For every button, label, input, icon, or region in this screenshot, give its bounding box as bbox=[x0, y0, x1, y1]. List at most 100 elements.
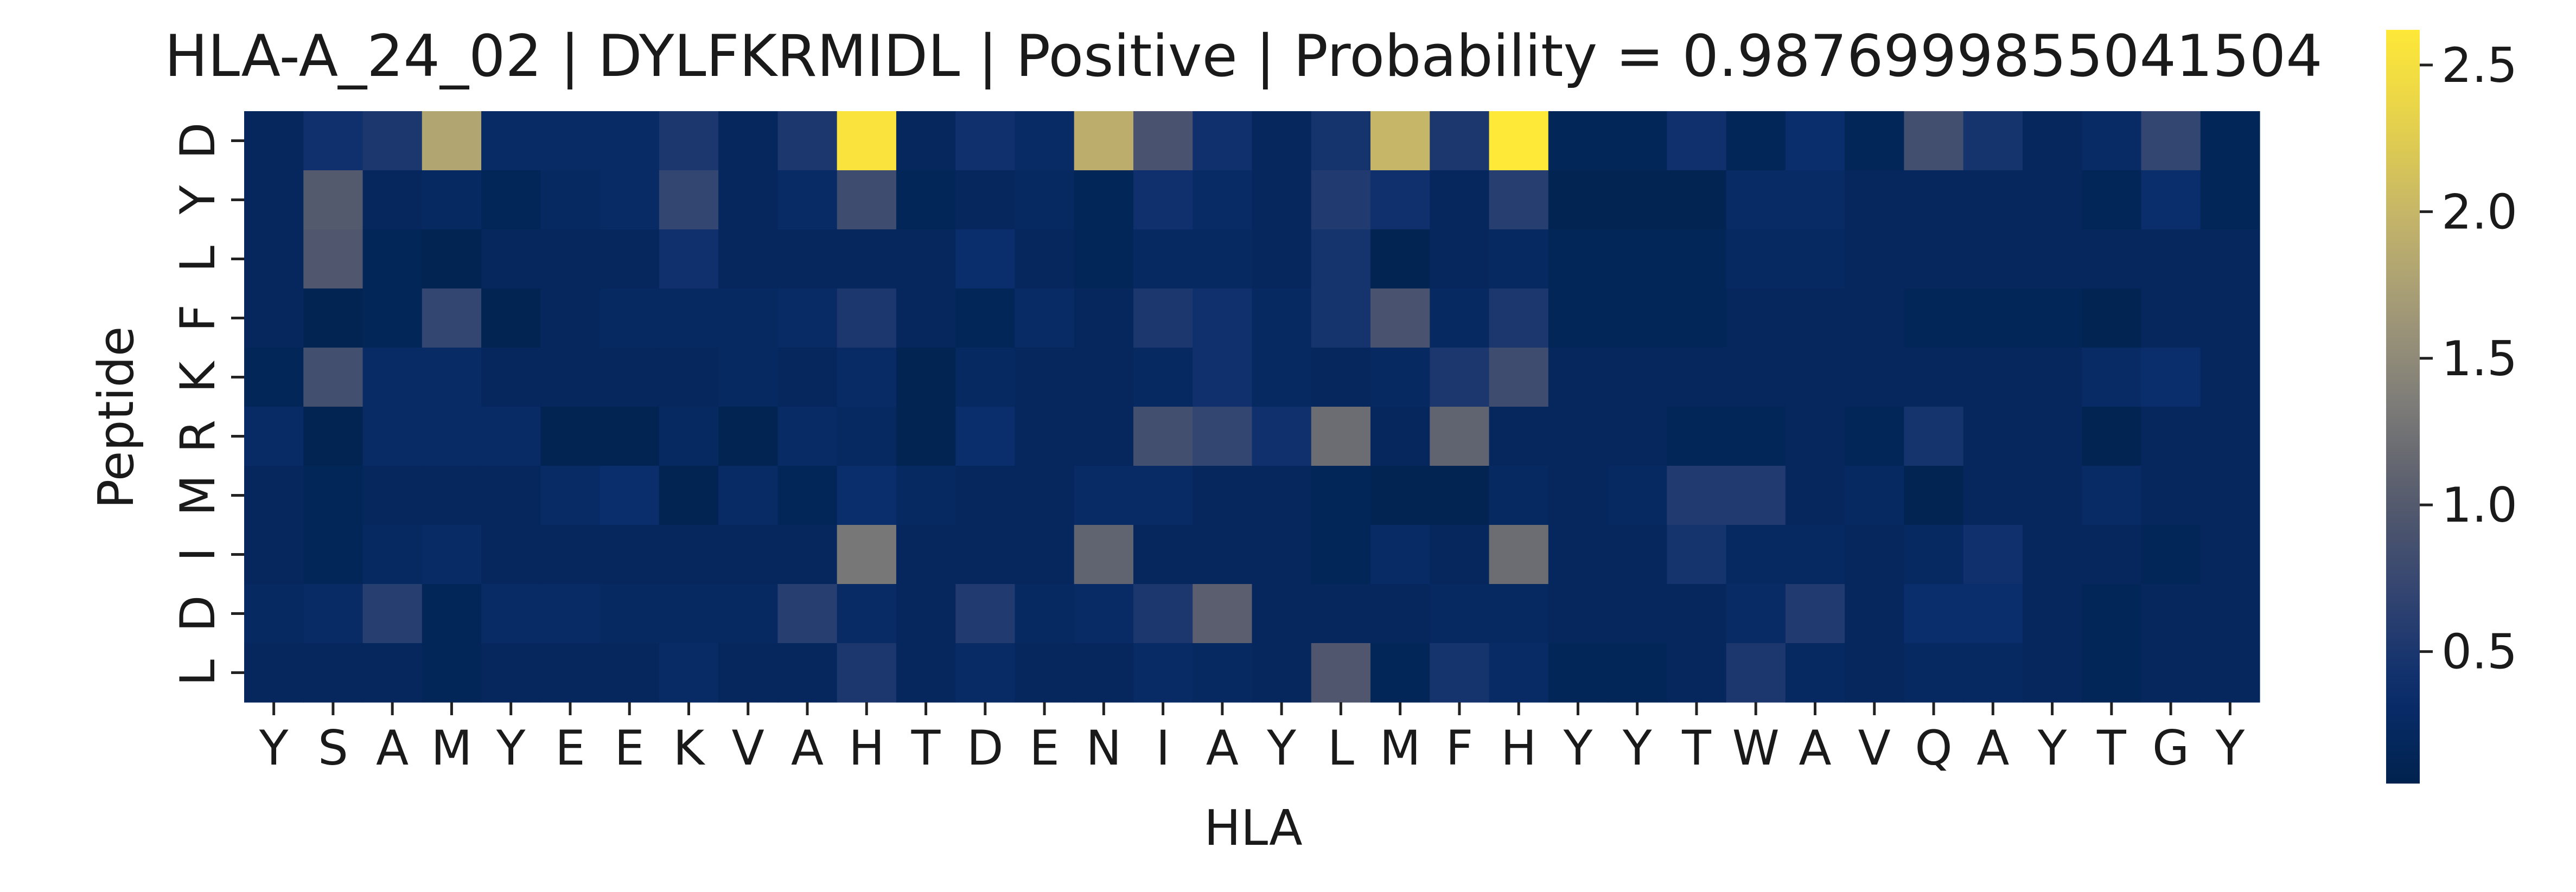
heatmap-cell bbox=[718, 288, 778, 348]
heatmap-cell bbox=[1193, 288, 1253, 348]
heatmap-cell bbox=[1548, 170, 1608, 230]
heatmap-cell bbox=[1548, 584, 1608, 644]
heatmap-cell bbox=[1015, 525, 1075, 585]
heatmap-cell bbox=[1548, 525, 1608, 585]
heatmap-cell bbox=[2200, 348, 2260, 407]
heatmap-cell bbox=[896, 466, 956, 525]
heatmap-cell bbox=[1608, 466, 1667, 525]
heatmap-cell bbox=[1430, 288, 1490, 348]
heatmap-cell bbox=[1015, 229, 1075, 289]
heatmap-cell bbox=[896, 407, 956, 466]
heatmap-cell bbox=[244, 466, 304, 525]
x-tick-label: S bbox=[318, 720, 348, 776]
heatmap-cell bbox=[1667, 348, 1727, 407]
heatmap-cell bbox=[1193, 229, 1253, 289]
heatmap-cell bbox=[540, 111, 601, 171]
x-tick-label: Y bbox=[496, 720, 526, 776]
heatmap-cell bbox=[303, 584, 364, 644]
heatmap-cell bbox=[2082, 348, 2142, 407]
heatmap-cell bbox=[1430, 525, 1490, 585]
heatmap-cell bbox=[1193, 407, 1253, 466]
heatmap-cell bbox=[303, 288, 364, 348]
heatmap-cell bbox=[1430, 643, 1490, 703]
heatmap-cell bbox=[600, 288, 660, 348]
heatmap-cell bbox=[1845, 525, 1905, 585]
heatmap-cell bbox=[1074, 288, 1134, 348]
x-tick-label: E bbox=[614, 720, 645, 776]
heatmap-cell bbox=[1667, 466, 1727, 525]
heatmap-cell bbox=[1193, 466, 1253, 525]
heatmap-cell bbox=[1015, 111, 1075, 171]
heatmap-cell bbox=[1726, 229, 1786, 289]
x-tick-label: F bbox=[1446, 720, 1474, 776]
heatmap-cell bbox=[1074, 407, 1134, 466]
heatmap-cell bbox=[303, 525, 364, 585]
y-tick-label: F bbox=[170, 304, 226, 332]
heatmap-cell bbox=[1726, 288, 1786, 348]
heatmap-cell bbox=[955, 643, 1016, 703]
heatmap-cell bbox=[422, 111, 482, 171]
heatmap-cell bbox=[718, 229, 778, 289]
heatmap-cell bbox=[1133, 407, 1193, 466]
heatmap-cell bbox=[1133, 584, 1193, 644]
heatmap-cell bbox=[1074, 643, 1134, 703]
heatmap-cell bbox=[1370, 466, 1430, 525]
heatmap-cell bbox=[600, 466, 660, 525]
heatmap-cell bbox=[362, 525, 423, 585]
heatmap-cell bbox=[1370, 348, 1430, 407]
heatmap-cell bbox=[540, 466, 601, 525]
heatmap-cell bbox=[1489, 170, 1549, 230]
y-axis-label: Peptide bbox=[88, 326, 145, 509]
heatmap-cell bbox=[2141, 525, 2201, 585]
heatmap-cell bbox=[303, 643, 364, 703]
heatmap-cell bbox=[1785, 407, 1845, 466]
heatmap-cell bbox=[2141, 643, 2201, 703]
heatmap-cell bbox=[481, 229, 541, 289]
heatmap-cell bbox=[2200, 643, 2260, 703]
heatmap-cell bbox=[1311, 643, 1371, 703]
heatmap-cell bbox=[244, 229, 304, 289]
heatmap-cell bbox=[1311, 584, 1371, 644]
heatmap-cell bbox=[2082, 170, 2142, 230]
heatmap-cell bbox=[1548, 229, 1608, 289]
heatmap-cell bbox=[1430, 584, 1490, 644]
colorbar bbox=[2386, 30, 2420, 784]
heatmap-cell bbox=[837, 111, 897, 171]
heatmap-cell bbox=[1726, 466, 1786, 525]
heatmap-cell bbox=[1548, 643, 1608, 703]
heatmap-cell bbox=[1608, 407, 1667, 466]
heatmap-cell bbox=[1963, 348, 2023, 407]
heatmap-cell bbox=[2022, 288, 2082, 348]
x-tick-label: H bbox=[1501, 720, 1536, 776]
heatmap-cell bbox=[837, 288, 897, 348]
heatmap-cell bbox=[2082, 229, 2142, 289]
heatmap-cell bbox=[2022, 348, 2082, 407]
heatmap-cell bbox=[1726, 170, 1786, 230]
x-tick-label: Y bbox=[1622, 720, 1652, 776]
heatmap-cell bbox=[777, 466, 838, 525]
heatmap-cell bbox=[1904, 111, 1964, 171]
heatmap-cell bbox=[1430, 170, 1490, 230]
heatmap-cell bbox=[896, 525, 956, 585]
heatmap-cell bbox=[244, 170, 304, 230]
heatmap-cell bbox=[362, 229, 423, 289]
heatmap-cell bbox=[1252, 229, 1312, 289]
heatmap-cell bbox=[718, 111, 778, 171]
heatmap-cell bbox=[2200, 288, 2260, 348]
heatmap-cell bbox=[837, 584, 897, 644]
heatmap-cell bbox=[600, 407, 660, 466]
heatmap-cell bbox=[2022, 407, 2082, 466]
heatmap-cell bbox=[1252, 584, 1312, 644]
heatmap-cell bbox=[1489, 525, 1549, 585]
heatmap-cell bbox=[1074, 229, 1134, 289]
heatmap-cell bbox=[540, 170, 601, 230]
heatmap-cell bbox=[837, 466, 897, 525]
y-tick-label: K bbox=[170, 360, 226, 393]
heatmap-cell bbox=[659, 407, 719, 466]
heatmap-cell bbox=[1430, 229, 1490, 289]
heatmap-cell bbox=[1133, 111, 1193, 171]
heatmap-cell bbox=[362, 466, 423, 525]
heatmap-cell bbox=[1845, 584, 1905, 644]
